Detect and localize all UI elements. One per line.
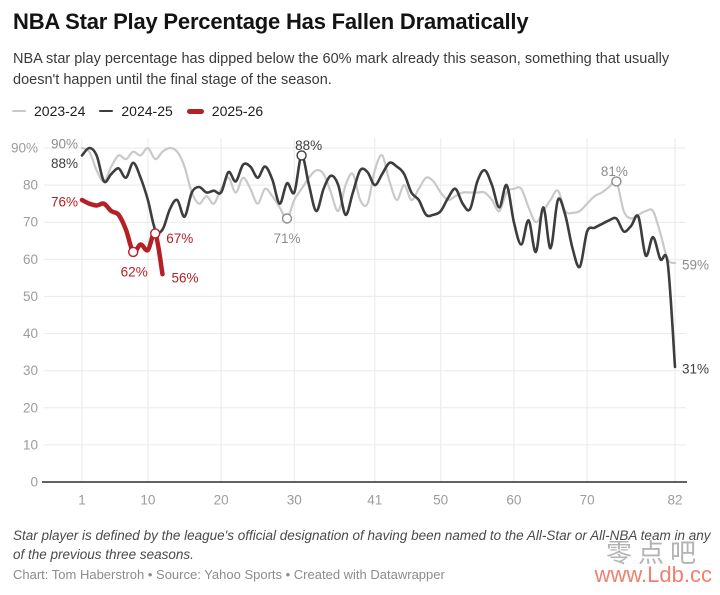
annotation-label: 88% xyxy=(295,138,322,153)
y-axis-label: 0 xyxy=(30,475,38,490)
series-line-2024-25 xyxy=(80,146,677,369)
watermark-cjk: 零点吧 xyxy=(605,539,702,569)
annotation-label: 31% xyxy=(682,362,709,377)
x-axis-label: 20 xyxy=(214,493,229,508)
x-axis-label: 50 xyxy=(433,493,448,508)
annotation-marker xyxy=(611,176,622,187)
legend-swatch-2023-24-icon xyxy=(12,109,26,113)
y-axis-label: 20 xyxy=(23,400,38,415)
annotation-marker xyxy=(149,228,161,239)
y-axis-label: 80 xyxy=(23,178,38,193)
legend-swatch-2024-25-icon xyxy=(99,109,114,113)
chart-title: NBA Star Play Percentage Has Fallen Dram… xyxy=(13,9,529,34)
annotation-label: 90% xyxy=(51,137,78,152)
chart-attribution: Chart: Tom Haberstroh • Source: Yahoo Sp… xyxy=(13,567,445,582)
y-axis-label: 90% xyxy=(11,141,38,156)
legend-label: 2023-24 xyxy=(34,103,86,119)
annotation-marker xyxy=(281,213,293,224)
legend-swatch-2025-26-icon xyxy=(186,108,204,114)
annotation-label: 56% xyxy=(172,271,199,286)
y-axis-label: 50 xyxy=(23,289,38,304)
series-line-2023-24 xyxy=(80,146,677,265)
series-line-2025-26 xyxy=(79,197,165,277)
legend-item-2024-25: 2024-25 xyxy=(99,103,173,119)
x-axis-label: 70 xyxy=(580,493,595,508)
y-axis-label: 60 xyxy=(23,252,38,267)
x-axis-label: 60 xyxy=(506,493,521,508)
annotation-label: 76% xyxy=(51,195,78,210)
y-axis-label: 10 xyxy=(23,437,38,452)
annotation-label: 67% xyxy=(166,231,193,246)
x-axis-label: 82 xyxy=(667,493,682,508)
x-axis-label: 10 xyxy=(140,493,155,508)
watermark-url: www.Ldb.cc xyxy=(594,562,712,587)
annotation-label: 62% xyxy=(121,264,148,279)
annotation-label: 88% xyxy=(51,156,78,171)
y-axis-label: 40 xyxy=(23,326,38,341)
x-axis-label: 41 xyxy=(367,493,382,508)
annotation-marker xyxy=(127,246,139,258)
annotation-label: 71% xyxy=(273,231,300,246)
chart-footnote: Star player is defined by the league's o… xyxy=(13,528,711,562)
chart-subtitle: NBA star play percentage has dipped belo… xyxy=(13,51,670,89)
x-axis-label: 1 xyxy=(78,493,86,508)
annotation-marker xyxy=(296,150,307,161)
y-axis-label: 70 xyxy=(23,215,38,230)
legend-label: 2024-25 xyxy=(121,103,173,119)
legend-item-2023-24: 2023-24 xyxy=(12,103,85,119)
annotation-label: 59% xyxy=(682,258,709,273)
chart-legend: 2023-24 2024-25 2025-26 xyxy=(12,103,263,119)
legend-label: 2025-26 xyxy=(211,103,264,119)
annotation-label: 81% xyxy=(601,164,628,179)
y-axis-label: 30 xyxy=(23,363,38,378)
x-axis-label: 30 xyxy=(287,493,302,508)
legend-item-2025-26: 2025-26 xyxy=(186,103,264,119)
